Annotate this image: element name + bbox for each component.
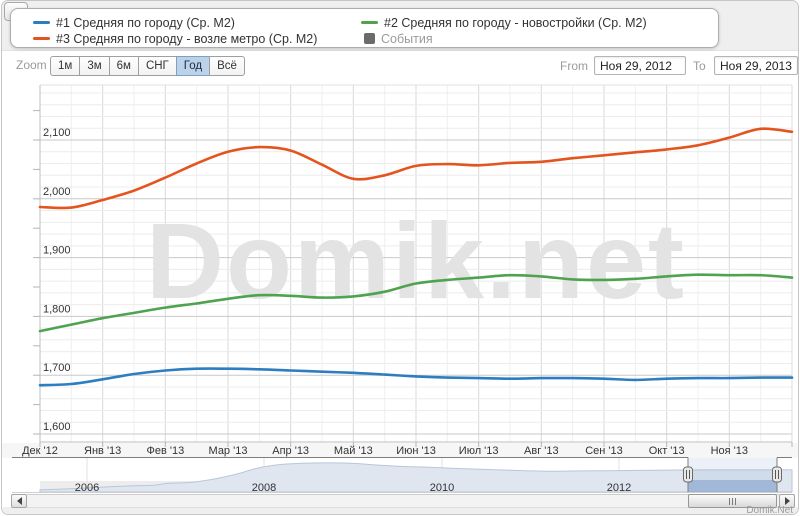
series-line-1[interactable]	[38, 367, 794, 387]
zoom-button-year[interactable]: Год	[175, 56, 211, 76]
zoom-label: Zoom	[16, 58, 47, 72]
legend-item-series1[interactable]: #1 Средняя по городу (Ср. М2)	[33, 15, 235, 30]
thumb-grip-icon	[735, 497, 736, 505]
y-axis-label: 2,000	[43, 186, 71, 198]
legend-label-events: События	[381, 31, 433, 46]
series-line-2[interactable]	[38, 273, 794, 333]
thumb-grip-icon	[729, 497, 730, 505]
navigator-year-label: 2008	[252, 482, 276, 494]
watermark-text: Domik.net	[146, 200, 686, 321]
x-axis-label: Дек '12	[22, 445, 58, 457]
footer-band	[2, 507, 798, 514]
y-axis-label: 1,800	[43, 303, 71, 315]
legend-label-series3: #3 Средняя по городу - возле метро (Ср. …	[56, 31, 318, 46]
x-axis-label: Фев '13	[146, 445, 184, 457]
scroll-left-button[interactable]	[11, 494, 27, 508]
legend-label-series2: #2 Средняя по городу - новостройки (Ср. …	[384, 15, 647, 30]
y-axis-label: 1,700	[43, 362, 71, 374]
scrollbar-thumb[interactable]	[688, 494, 777, 508]
x-axis-label: Ноя '13	[711, 445, 748, 457]
from-label: From	[560, 59, 588, 73]
legend-item-events[interactable]: События	[364, 31, 433, 46]
y-axis-label: 2,100	[43, 127, 71, 139]
zoom-buttons: 1м 3м 6м СНГ Год Всё	[50, 56, 245, 76]
x-axis-label: Апр '13	[272, 445, 309, 457]
navigator[interactable]: 2006 2008 2010 2012	[12, 457, 793, 495]
x-axis-label: Май '13	[334, 445, 373, 457]
events-box-icon	[364, 33, 375, 44]
series3-line-icon	[33, 37, 50, 40]
series2-line-icon	[361, 21, 378, 24]
to-label: To	[693, 59, 706, 73]
x-axis-band	[2, 443, 798, 458]
navigator-right-handle[interactable]	[772, 466, 782, 483]
navigator-left-handle[interactable]	[683, 466, 693, 483]
to-date-input[interactable]	[714, 56, 798, 75]
zoom-button-1m[interactable]: 1м	[50, 56, 81, 76]
attribution-text: Domik.Net	[746, 505, 793, 515]
scrollbar-track[interactable]	[27, 494, 779, 508]
x-axis-label: Июл '13	[459, 445, 499, 457]
zoom-button-3m[interactable]: 3м	[79, 56, 110, 76]
navigator-year-label: 2006	[75, 482, 99, 494]
navigator-scrollbar	[2, 494, 798, 508]
zoom-button-all[interactable]: Всё	[209, 56, 245, 76]
x-axis-label: Янв '13	[84, 445, 121, 457]
x-axis-label: Сен '13	[585, 445, 623, 457]
x-axis-label: Авг '13	[524, 445, 559, 457]
scroll-right-button[interactable]	[779, 494, 795, 508]
navigator-year-label: 2010	[430, 482, 454, 494]
zoom-button-ytd[interactable]: СНГ	[137, 56, 177, 76]
y-axis-label: 1,900	[43, 245, 71, 257]
navigator-area	[39, 462, 793, 493]
x-axis-label: Окт '13	[649, 445, 685, 457]
legend: #1 Средняя по городу (Ср. М2) #3 Средняя…	[10, 8, 719, 48]
series1-line-icon	[33, 21, 50, 24]
zoom-button-6m[interactable]: 6м	[108, 56, 139, 76]
x-axis-label: Мар '13	[209, 445, 248, 457]
y-axis-label: 1,600	[43, 421, 71, 433]
legend-label-series1: #1 Средняя по городу (Ср. М2)	[56, 15, 235, 30]
gridlines	[40, 85, 792, 442]
left-arrow-icon	[16, 497, 22, 505]
axes: 1,600 1,700 1,800 1,900 2,000 2,100 Дек '12 Янв…	[22, 84, 793, 457]
legend-item-series2[interactable]: #2 Средняя по городу - новостройки (Ср. …	[361, 15, 647, 30]
right-arrow-icon	[784, 497, 790, 505]
legend-item-series3[interactable]: #3 Средняя по городу - возле метро (Ср. …	[33, 31, 317, 46]
x-axis-label: Июн '13	[396, 445, 436, 457]
series-line-3[interactable]	[38, 127, 794, 210]
from-date-input[interactable]	[594, 56, 686, 75]
navigator-year-label: 2012	[607, 482, 631, 494]
thumb-grip-icon	[732, 497, 733, 505]
